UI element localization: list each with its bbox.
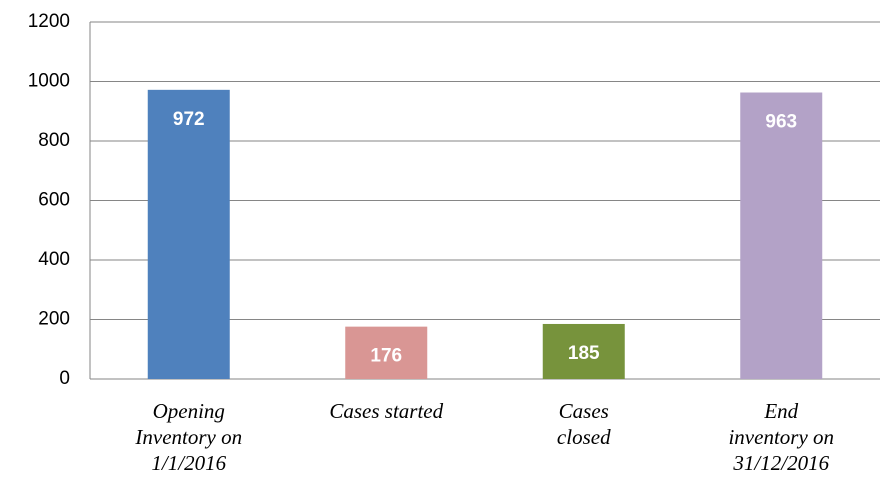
x-tick-label: Cases started	[329, 399, 444, 423]
bar	[345, 326, 428, 379]
y-tick-label: 0	[59, 368, 70, 389]
y-tick-label: 400	[38, 249, 70, 270]
x-tick-label: End inventory on 31/12/2016	[728, 399, 835, 475]
data-label: 176	[370, 346, 402, 367]
y-tick-label: 200	[38, 309, 70, 330]
x-tick-label: Cases closed	[556, 399, 611, 449]
y-tick-label: 600	[38, 190, 70, 211]
y-tick-label: 1000	[28, 71, 70, 92]
bar	[542, 323, 625, 379]
x-tick-label: Opening Inventory on 1/1/2016	[135, 399, 243, 475]
data-label: 185	[568, 343, 600, 364]
bar	[147, 89, 230, 379]
bar	[740, 92, 823, 379]
data-label: 972	[173, 109, 205, 130]
data-label: 963	[765, 112, 797, 133]
y-tick-label: 1200	[28, 11, 70, 32]
y-tick-label: 800	[38, 130, 70, 151]
